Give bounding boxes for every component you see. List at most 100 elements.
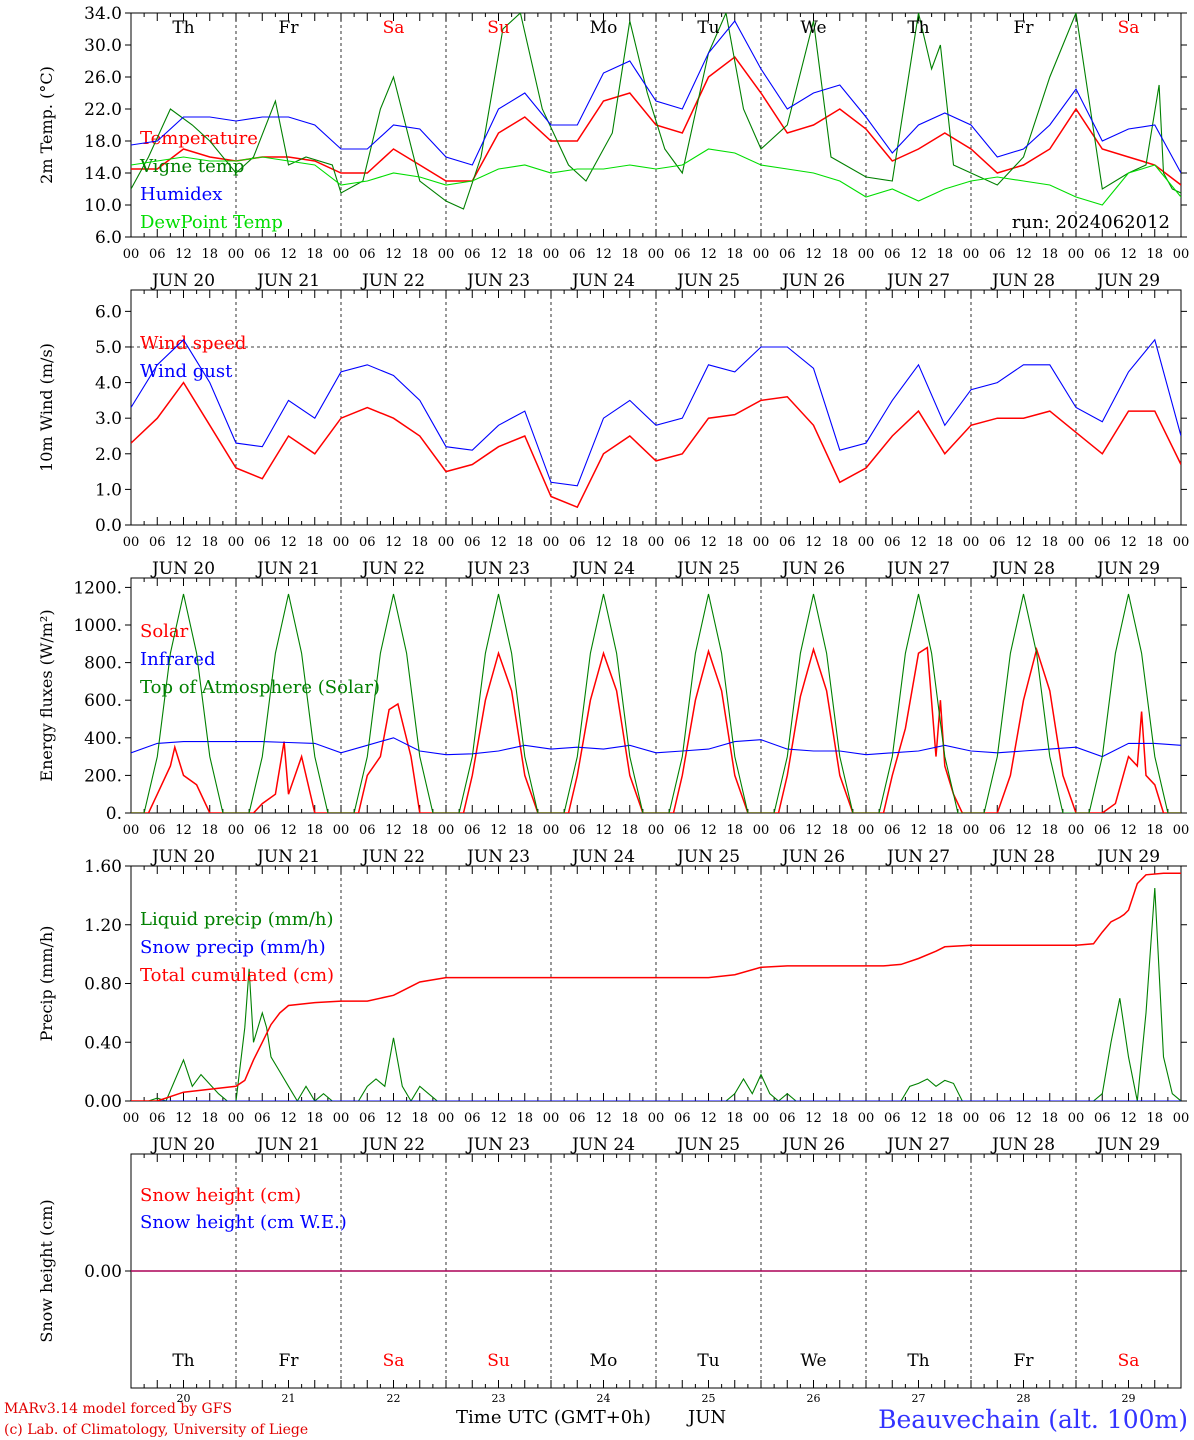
hour-label: 06 (254, 1111, 271, 1126)
hour-label: 06 (884, 535, 901, 550)
legend-entry: Snow height (cm W.E.) (140, 1212, 347, 1233)
day-name: Sa (1118, 1351, 1140, 1371)
hour-label: 00 (333, 823, 350, 838)
hour-label: 06 (464, 535, 481, 550)
date-label: JUN 24 (570, 559, 635, 579)
hour-label: 12 (175, 247, 192, 262)
date-label: JUN 23 (465, 559, 530, 579)
day-name: Th (172, 1351, 194, 1371)
x-axis-label: Time UTC (GMT+0h) (456, 1407, 651, 1428)
hour-label: 06 (569, 247, 586, 262)
hour-label: 12 (1120, 1111, 1137, 1126)
legend-entry: Top of Atmosphere (Solar) (140, 677, 380, 698)
legend-entry: Snow height (cm) (140, 1185, 301, 1206)
hour-label: 06 (1094, 247, 1111, 262)
panel-4: 0.00 0.40 0.80 1.20 1.60 00 06 12 18 JUN 20 00 06 12… (37, 857, 1189, 1155)
day-name: Fr (1014, 18, 1035, 38)
day-name: Th (907, 1351, 929, 1371)
date-label: JUN 22 (360, 559, 425, 579)
y-tick-label: 0.00 (84, 1262, 122, 1282)
date-label: JUN 29 (1095, 271, 1160, 291)
day-name: Su (487, 18, 510, 38)
hour-label: 18 (411, 823, 428, 838)
date-label: JUN 27 (885, 1135, 950, 1155)
day-name: We (800, 18, 826, 38)
y-axis-label: Precip (mm/h) (37, 926, 56, 1042)
hour-label: 12 (1120, 247, 1137, 262)
y-tick-label: 14.0 (84, 164, 122, 184)
hour-label: 06 (569, 535, 586, 550)
x-axis-month: JUN (686, 1407, 726, 1428)
date-label: JUN 25 (675, 847, 740, 867)
hour-label: 12 (1015, 247, 1032, 262)
day-name: Mo (590, 1351, 618, 1371)
hour-label: 18 (306, 1111, 323, 1126)
hour-label: 00 (438, 535, 455, 550)
hour-label: 12 (1015, 535, 1032, 550)
hour-label: 12 (490, 823, 507, 838)
hour-label: 12 (280, 535, 297, 550)
y-tick-label: 1000. (73, 616, 122, 636)
date-label: JUN 20 (150, 271, 215, 291)
hour-label: 06 (254, 247, 271, 262)
hour-label: 18 (516, 535, 533, 550)
series-line-1-1 (131, 55, 1181, 186)
y-tick-label: 18.0 (84, 132, 122, 152)
hour-label: 18 (936, 247, 953, 262)
date-label: JUN 26 (780, 1135, 845, 1155)
hour-label: 18 (621, 535, 638, 550)
lab-credit: (c) Lab. of Climatology, University of L… (4, 1422, 308, 1438)
hour-label: 06 (674, 1111, 691, 1126)
hour-label: 00 (963, 247, 980, 262)
hour-label: 00 (438, 1111, 455, 1126)
hour-label: 12 (490, 247, 507, 262)
hour-label: 00 (228, 535, 245, 550)
hour-label: 00 (438, 823, 455, 838)
legend-entry: Solar (140, 621, 189, 642)
hour-label: 18 (516, 823, 533, 838)
series-line-2-2 (131, 338, 1181, 487)
hour-label: 18 (1146, 823, 1163, 838)
hour-label: 06 (1094, 823, 1111, 838)
hour-label: 12 (385, 823, 402, 838)
legend-entry: Vigne temp (139, 156, 244, 177)
hour-label: 18 (831, 1111, 848, 1126)
y-tick-label: 1200. (73, 578, 122, 598)
hour-label: 12 (385, 1111, 402, 1126)
hour-label: 06 (989, 247, 1006, 262)
day-number: 27 (912, 1392, 926, 1405)
hour-label: 12 (1015, 823, 1032, 838)
day-number: 28 (1017, 1392, 1031, 1405)
hour-label: 00 (333, 535, 350, 550)
hour-label: 00 (648, 247, 665, 262)
hour-label: 12 (700, 535, 717, 550)
hour-label: 00 (963, 823, 980, 838)
hour-label: 18 (1146, 535, 1163, 550)
hour-label: 18 (726, 535, 743, 550)
panel-5: 0.00 Snow height (cm) Snow height (cm) Snow… (37, 1153, 1187, 1405)
date-label: JUN 29 (1095, 1135, 1160, 1155)
y-axis-label: Energy fluxes (W/m²) (37, 609, 56, 781)
hour-label: 18 (936, 535, 953, 550)
date-label: JUN 29 (1095, 559, 1160, 579)
hour-label: 00 (648, 1111, 665, 1126)
hour-label: 18 (936, 823, 953, 838)
day-name: Fr (279, 1351, 300, 1371)
day-number: 25 (702, 1392, 716, 1405)
hour-label: 06 (779, 247, 796, 262)
legend-entry: DewPoint Temp (140, 212, 283, 233)
hour-label: 00 (648, 823, 665, 838)
day-name: Sa (383, 18, 405, 38)
hour-label: 06 (674, 823, 691, 838)
hour-label: 18 (1041, 823, 1058, 838)
hour-label: 00 (1068, 247, 1085, 262)
date-label: JUN 26 (780, 847, 845, 867)
panel-3: 0. 200. 400. 600. 800. 1000. 1200. 00 06 12 18 JUN … (37, 577, 1189, 867)
y-tick-label: 400. (84, 729, 122, 749)
y-tick-label: 200. (84, 766, 122, 786)
date-label: JUN 28 (990, 559, 1055, 579)
hour-label: 00 (753, 1111, 770, 1126)
hour-label: 00 (123, 535, 140, 550)
panel-1: 6.0 10.0 14.0 18.0 22.0 26.0 30.0 34.0 00 06 12 18 J… (37, 4, 1189, 291)
